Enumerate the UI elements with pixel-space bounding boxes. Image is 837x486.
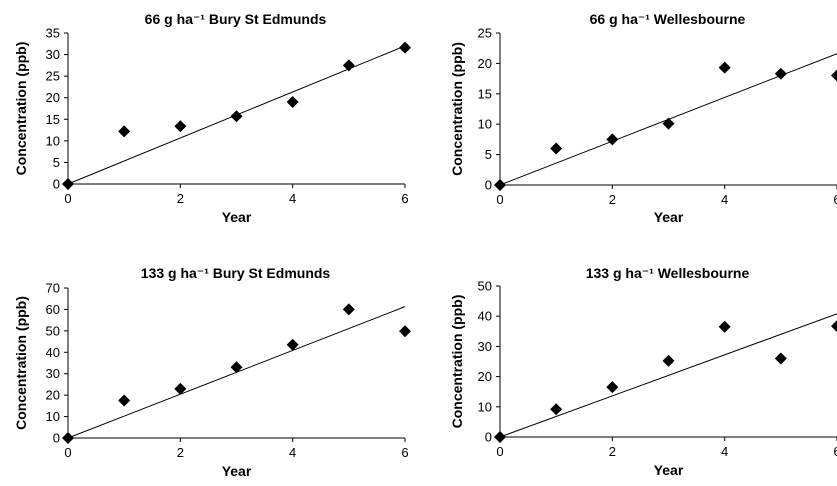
chart-panel-1: 66 g ha⁻¹ Bury St Edmunds 0 5 10 15 20 25 30 35 0… [13,11,411,225]
data-point [118,394,131,407]
chart-panel-4: 133 g ha⁻¹ Wellesbourne 0 10 20 30 40 50 0 2 4 6 Ye… [449,265,837,478]
x-tick-label: 0 [64,445,71,460]
y-tick-label: 0 [485,178,492,193]
x-tick-label: 0 [64,191,71,206]
chart-title: 133 g ha⁻¹ Wellesbourne [586,265,750,281]
y-tick-label: 50 [478,279,492,294]
data-point [494,179,506,191]
data-point [718,320,731,333]
chart-title: 66 g ha⁻¹ Wellesbourne [590,11,746,27]
y-tick-label: 20 [478,56,492,71]
y-tick-label: 20 [46,388,60,403]
data-point [774,352,787,365]
y-tick-label: 15 [46,112,60,127]
x-tick-label: 6 [401,191,408,206]
trend-line [499,313,837,438]
chart-panel-3: 133 g ha⁻¹ Bury St Edmunds01020304050607… [13,265,411,479]
y-tick-label: 10 [478,399,492,414]
data-point [774,67,787,80]
data-point [286,96,299,109]
x-tick-label: 6 [833,444,837,459]
x-axis-title: Year [654,209,684,225]
data-point [662,117,675,130]
data-point [662,354,675,367]
data-point [62,432,74,444]
x-tick-label: 4 [721,192,728,207]
data-point [118,125,131,138]
data-point [831,320,837,333]
y-tick-label: 40 [46,345,60,360]
data-point [230,361,243,374]
x-tick-label: 2 [177,445,184,460]
x-tick-label: 2 [609,192,616,207]
chart-title: 133 g ha⁻¹ Bury St Edmunds [141,265,331,281]
y-tick-label: 10 [46,409,60,424]
y-tick-label: 70 [46,281,60,296]
data-point [550,403,563,416]
data-point [174,382,187,395]
data-point [342,59,355,72]
chart-panel-2: 66 g ha⁻¹ Wellesbourne 0 5 10 15 20 25 0 2 4 6 Year… [449,11,837,225]
y-axis-title: Concentration (ppb) [449,295,465,429]
data-point [606,133,619,146]
data-point [718,61,731,74]
data-point [174,120,187,133]
y-tick-label: 30 [46,366,60,381]
x-axis-title: Year [222,209,252,225]
data-point [342,303,355,316]
y-tick-label: 5 [485,147,492,162]
x-tick-label: 2 [609,444,616,459]
data-point [399,41,411,54]
x-tick-label: 0 [496,192,503,207]
data-point [399,325,411,338]
data-point [286,338,299,351]
y-tick-label: 10 [478,117,492,132]
y-tick-label: 25 [46,69,60,84]
y-tick-label: 50 [46,323,60,338]
data-point [606,381,619,394]
y-tick-label: 0 [485,430,492,445]
x-tick-label: 6 [401,445,408,460]
y-tick-label: 40 [478,309,492,324]
y-axis-title: Concentration (ppb) [13,296,29,430]
x-tick-label: 4 [289,445,296,460]
y-tick-label: 35 [46,26,60,41]
data-point [831,69,837,82]
chart-title: 66 g ha⁻¹ Bury St Edmunds [145,11,327,27]
y-tick-label: 5 [53,155,60,170]
y-tick-label: 30 [478,339,492,354]
y-tick-label: 20 [478,369,492,384]
y-tick-label: 60 [46,302,60,317]
x-tick-label: 4 [721,444,728,459]
y-tick-label: 10 [46,133,60,148]
x-tick-label: 2 [177,191,184,206]
y-tick-label: 25 [478,26,492,41]
x-axis-title: Year [222,463,252,479]
y-tick-label: 30 [46,47,60,62]
x-axis-title: Year [654,462,684,478]
y-tick-label: 15 [478,86,492,101]
y-axis-title: Concentration (ppb) [449,42,465,176]
x-tick-label: 6 [833,192,837,207]
y-tick-label: 20 [46,90,60,105]
data-point [550,142,563,155]
x-tick-label: 0 [496,444,503,459]
y-tick-label: 0 [53,177,60,192]
y-tick-label: 0 [53,431,60,446]
data-point [230,110,243,123]
y-axis-title: Concentration (ppb) [13,42,29,176]
data-point [494,431,506,443]
x-tick-label: 4 [289,191,296,206]
data-point [62,178,74,190]
